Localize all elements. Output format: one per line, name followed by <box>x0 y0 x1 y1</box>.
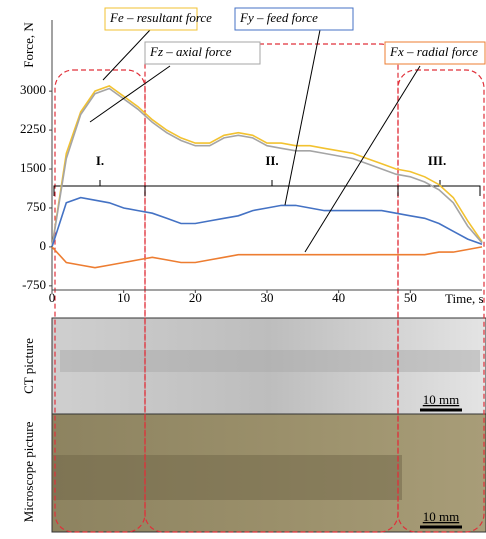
phase-brackets <box>53 180 481 196</box>
y-tick-label: 2250 <box>20 121 46 136</box>
legend-label: Fx – radial force <box>389 44 478 59</box>
scale-label: 10 mm <box>423 392 459 407</box>
legend-label: Fz – axial force <box>149 44 232 59</box>
phase-label: II. <box>265 153 278 168</box>
legend-box <box>144 41 261 65</box>
x-tick-label: 40 <box>332 290 345 305</box>
legend-box <box>104 7 198 31</box>
y-tick-label: 3000 <box>20 82 46 97</box>
ct-sample <box>60 350 480 372</box>
y-tick-label: 750 <box>27 199 47 214</box>
x-tick-label: 50 <box>404 290 417 305</box>
phase-label: I. <box>96 153 104 168</box>
x-tick-label: 20 <box>189 290 202 305</box>
y-axis-label: Force, N <box>21 22 36 68</box>
x-axis-label: Time, s <box>445 291 484 306</box>
arrows <box>89 29 421 253</box>
y-tick-label: 1500 <box>20 160 46 175</box>
x-tick-label: 0 <box>49 290 56 305</box>
legend-label: Fe – resultant force <box>109 10 212 25</box>
y-tick-label: -750 <box>22 277 46 292</box>
legend-box <box>234 7 354 31</box>
phase-label: III. <box>428 153 446 168</box>
legend-box <box>384 41 486 65</box>
image-label: CT picture <box>21 338 36 394</box>
legend-label: Fy – feed force <box>239 10 318 25</box>
y-tick-label: 0 <box>40 238 47 253</box>
series-line <box>51 85 483 248</box>
microscope-sample <box>52 455 402 500</box>
x-tick-label: 10 <box>117 290 130 305</box>
series-layer <box>51 85 483 269</box>
legend: Fe – resultant force Fz – axial force Fy –… <box>104 7 486 65</box>
x-tick-label: 30 <box>261 290 274 305</box>
phase-regions <box>54 43 485 533</box>
image-label: Microscope picture <box>21 421 36 522</box>
series-line <box>51 196 483 248</box>
scale-label: 10 mm <box>423 509 459 524</box>
series-line <box>51 246 483 269</box>
